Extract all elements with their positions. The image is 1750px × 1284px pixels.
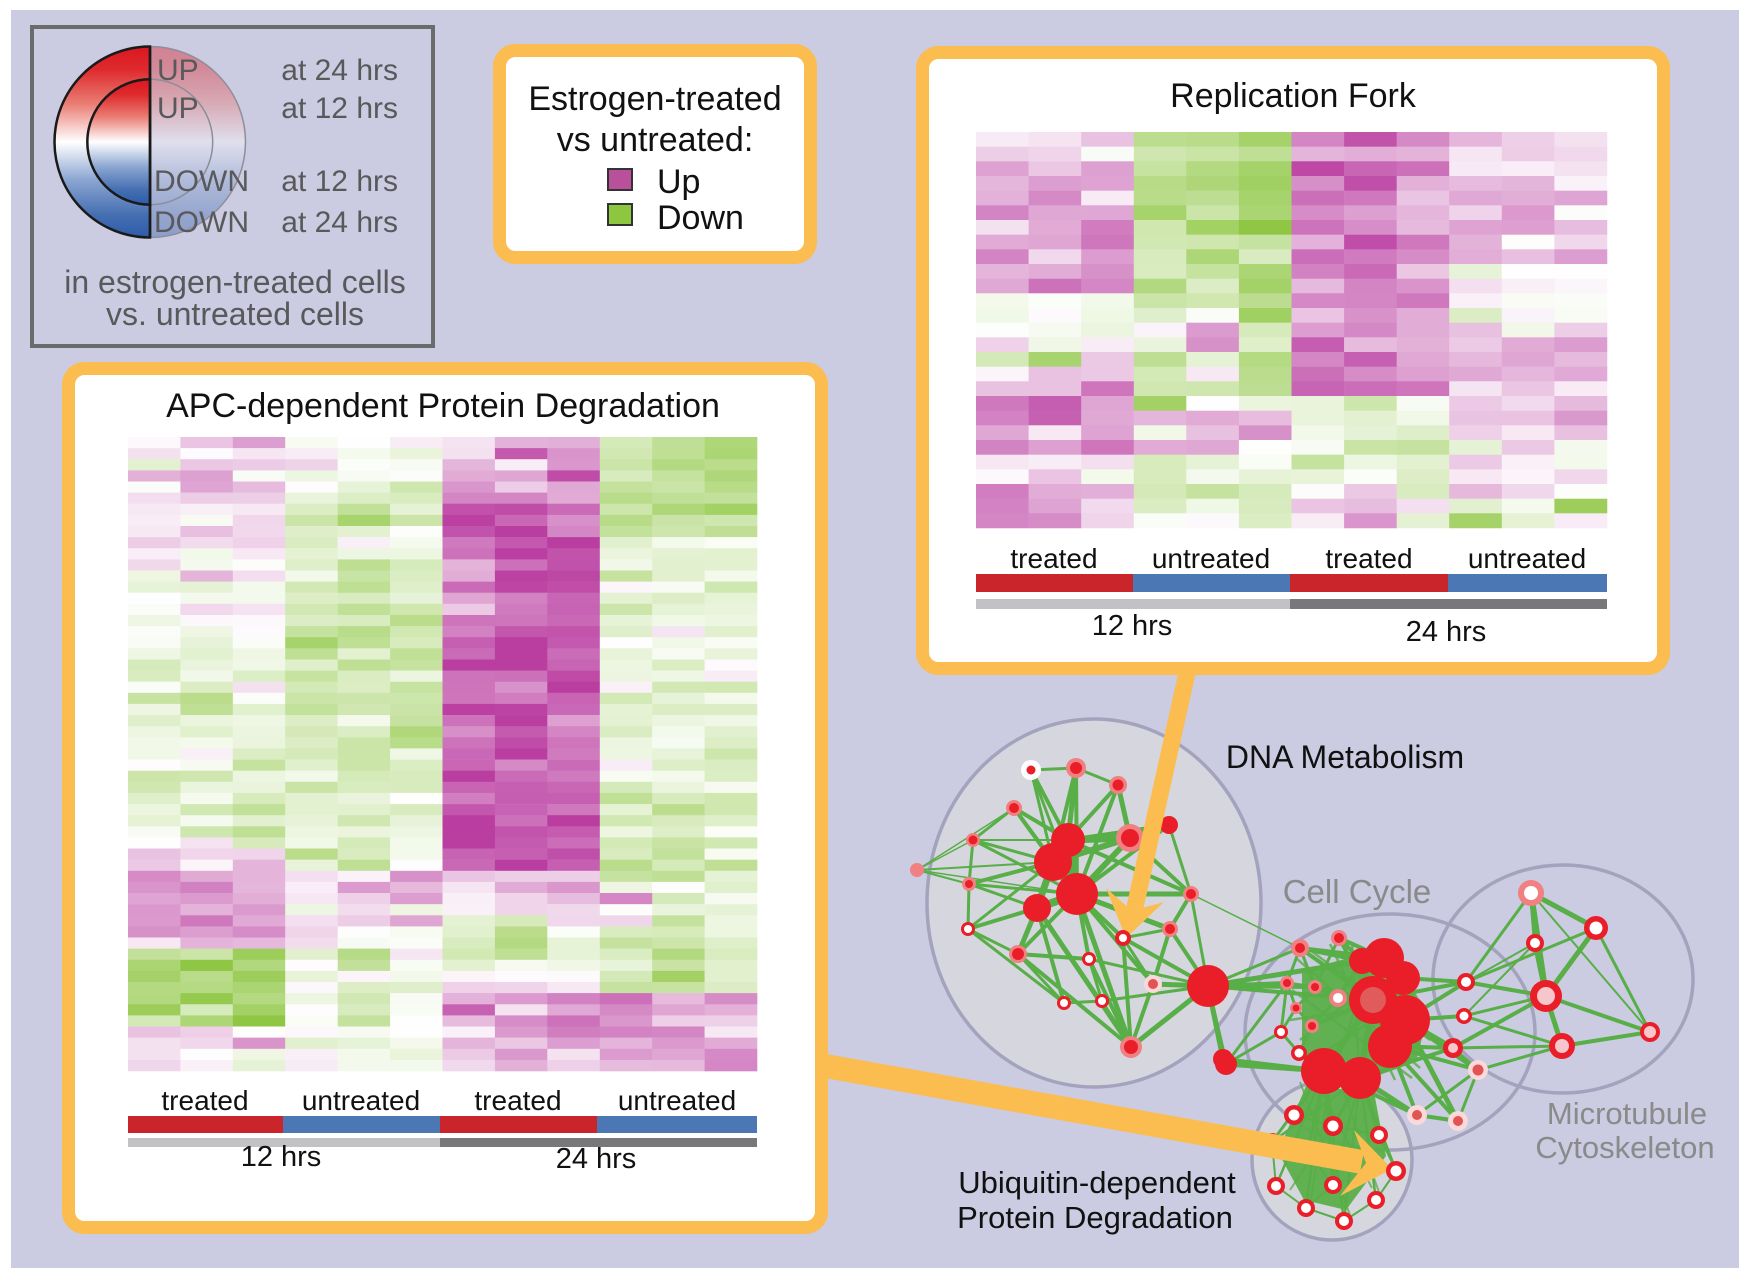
svg-text:treated: treated [474, 1085, 561, 1116]
svg-text:Cytoskeleton: Cytoskeleton [1535, 1130, 1714, 1165]
svg-text:DNA Metabolism: DNA Metabolism [1226, 739, 1464, 775]
svg-text:untreated: untreated [618, 1085, 736, 1116]
svg-text:Estrogen-treated: Estrogen-treated [528, 80, 781, 118]
svg-text:Protein Degradation: Protein Degradation [957, 1200, 1233, 1235]
svg-text:at 24 hrs: at 24 hrs [281, 54, 398, 87]
svg-text:APC-dependent Protein Degradat: APC-dependent Protein Degradation [166, 387, 720, 425]
svg-text:24 hrs: 24 hrs [556, 1143, 637, 1175]
svg-text:Cell Cycle: Cell Cycle [1283, 873, 1432, 910]
svg-text:Microtubule: Microtubule [1547, 1096, 1707, 1131]
svg-text:in estrogen-treated cells: in estrogen-treated cells [64, 264, 406, 300]
svg-text:treated: treated [161, 1085, 248, 1116]
svg-text:12 hrs: 12 hrs [1092, 610, 1173, 642]
svg-text:vs. untreated cells: vs. untreated cells [106, 296, 364, 332]
svg-text:at 12 hrs: at 12 hrs [281, 165, 398, 198]
svg-text:DOWN: DOWN [154, 165, 249, 198]
svg-text:untreated: untreated [302, 1085, 420, 1116]
svg-text:at 12 hrs: at 12 hrs [281, 92, 398, 125]
svg-text:Down: Down [657, 199, 744, 237]
svg-text:12 hrs: 12 hrs [241, 1141, 322, 1173]
svg-text:Up: Up [657, 163, 700, 201]
svg-text:untreated: untreated [1468, 543, 1586, 574]
svg-text:vs untreated:: vs untreated: [557, 121, 754, 159]
svg-text:24 hrs: 24 hrs [1406, 616, 1487, 648]
svg-text:UP: UP [157, 54, 199, 87]
svg-text:untreated: untreated [1152, 543, 1270, 574]
svg-text:Replication Fork: Replication Fork [1170, 77, 1417, 115]
svg-text:at 24 hrs: at 24 hrs [281, 206, 398, 239]
svg-text:UP: UP [157, 92, 199, 125]
svg-text:treated: treated [1325, 543, 1412, 574]
svg-text:DOWN: DOWN [154, 206, 249, 239]
svg-text:treated: treated [1010, 543, 1097, 574]
svg-text:Ubiquitin-dependent: Ubiquitin-dependent [958, 1165, 1236, 1200]
